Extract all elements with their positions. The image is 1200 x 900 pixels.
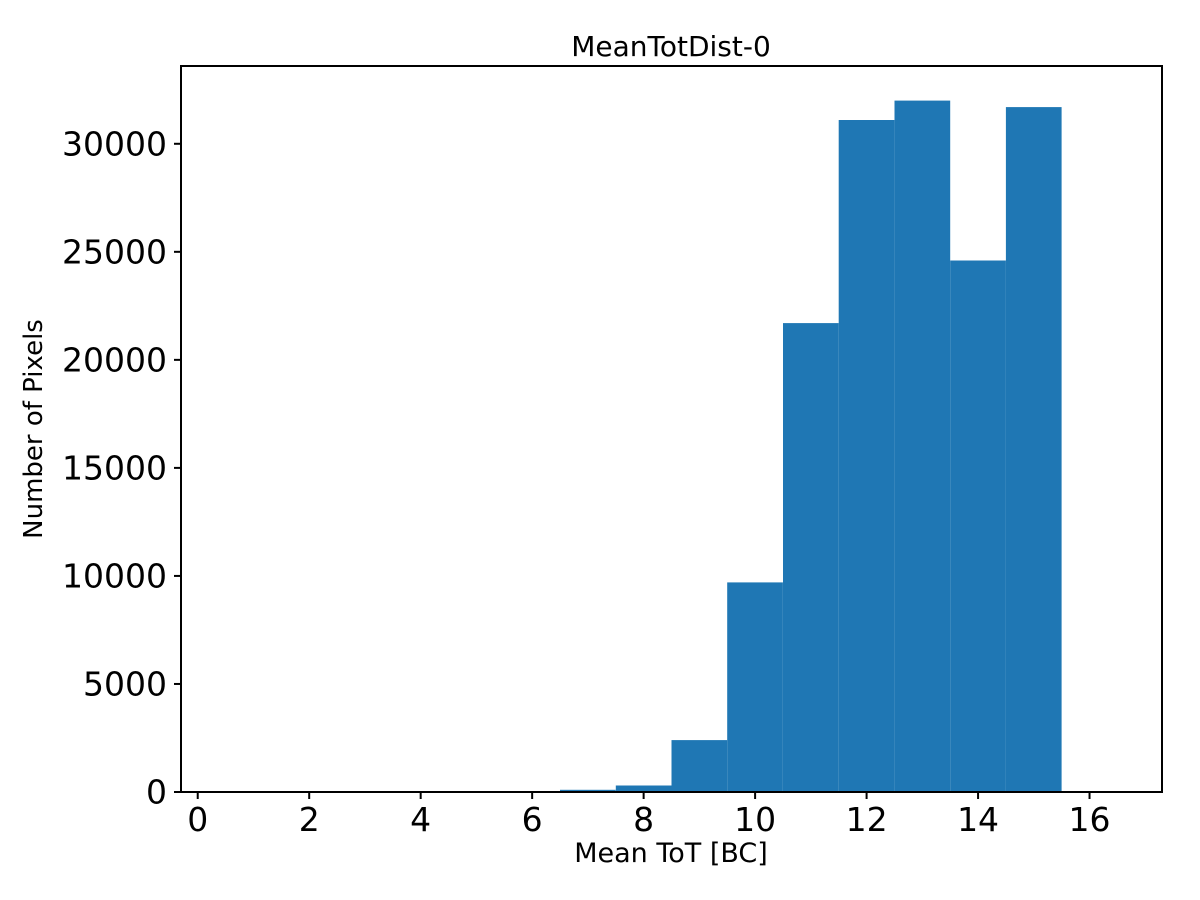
x-tick-label: 16 (1069, 800, 1111, 839)
axes-group: 0 2 4 6 8 10 12 14 16 0 5000 10000 15000 20000 25000 30… (62, 65, 1163, 839)
histogram-bar (1005, 107, 1062, 793)
histogram-bar (950, 260, 1006, 792)
y-tick-label: 5000 (83, 664, 167, 703)
histogram-bar (671, 740, 728, 792)
x-tick-label: 0 (187, 800, 208, 839)
x-tick-label: 2 (299, 800, 320, 839)
histogram-bar (615, 785, 672, 792)
histogram-bar (838, 120, 895, 792)
x-tick-label: 12 (846, 800, 888, 839)
x-axis-label: Mean ToT [BC] (574, 838, 768, 869)
y-axis-label: Number of Pixels (19, 319, 49, 539)
histogram-bar (560, 789, 616, 792)
bars-group (560, 100, 1062, 793)
histogram-bar (727, 582, 783, 792)
y-tick-label: 10000 (62, 556, 167, 595)
y-tick-label: 0 (146, 773, 167, 812)
y-tick-label: 20000 (62, 340, 167, 379)
x-tick-label: 4 (410, 800, 431, 839)
y-tick-label: 15000 (62, 448, 167, 487)
x-tick-label: 8 (633, 800, 654, 839)
chart-title: MeanTotDist-0 (571, 30, 771, 63)
x-tick-label: 14 (957, 800, 999, 839)
plot-frame (180, 65, 1163, 793)
y-tick-label: 30000 (62, 124, 167, 163)
y-tick-label: 25000 (62, 232, 167, 271)
x-tick-label: 6 (522, 800, 543, 839)
x-tick-label: 10 (734, 800, 776, 839)
histogram-bar (783, 323, 839, 792)
histogram-bar (894, 100, 951, 793)
